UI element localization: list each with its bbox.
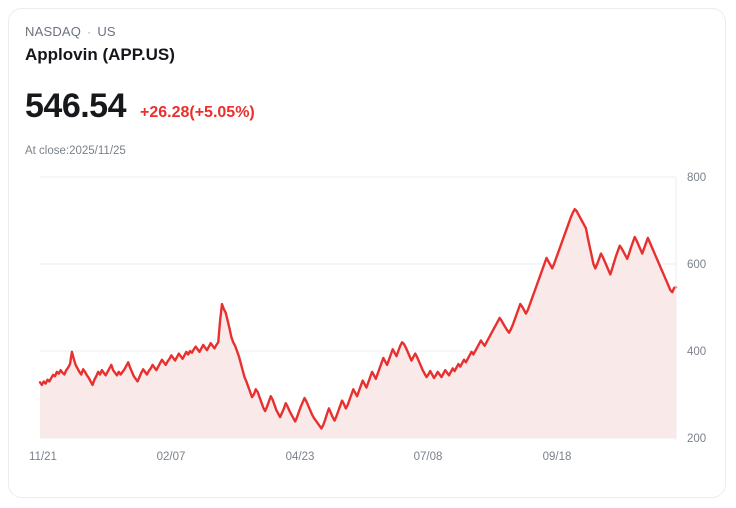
market-status-note: At close:2025/11/25	[25, 145, 126, 157]
quote-row: 546.54 +26.28(+5.05%)	[25, 87, 709, 125]
region-label: US	[97, 24, 116, 39]
page-title: Applovin (APP.US)	[25, 45, 175, 64]
exchange-row: NASDAQ · US	[25, 23, 709, 41]
current-price: 546.54	[25, 87, 127, 125]
price-change: +26.28(+5.05%)	[140, 104, 255, 121]
stock-quote-card: NASDAQ · US Applovin (APP.US) 546.54 +26…	[8, 8, 726, 498]
bullet-separator-icon: ·	[87, 25, 92, 39]
exchange-label: NASDAQ	[25, 24, 82, 39]
quote-header: NASDAQ · US Applovin (APP.US) 546.54 +26…	[9, 9, 725, 159]
